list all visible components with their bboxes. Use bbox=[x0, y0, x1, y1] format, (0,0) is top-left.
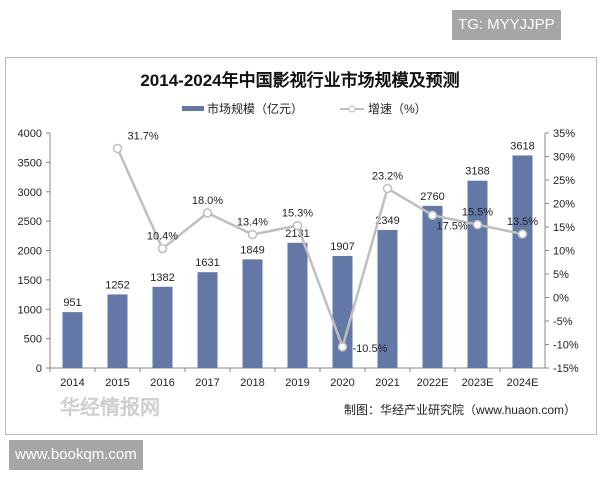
growth-label: 31.7% bbox=[128, 131, 159, 143]
growth-point bbox=[112, 143, 123, 154]
growth-label: 17.5% bbox=[437, 220, 468, 232]
bar-label: 1907 bbox=[330, 241, 354, 253]
bar bbox=[332, 255, 353, 368]
growth-point bbox=[382, 183, 393, 194]
bar-label: 951 bbox=[63, 297, 81, 309]
right-tick-label: 10% bbox=[553, 246, 575, 258]
right-tick-label: -15% bbox=[553, 363, 579, 375]
x-tick-label: 2014 bbox=[60, 377, 84, 389]
bar-label: 3618 bbox=[510, 140, 534, 152]
bar-label: 1382 bbox=[150, 272, 174, 284]
left-tick-label: 0 bbox=[36, 363, 42, 375]
growth-point bbox=[247, 229, 258, 240]
right-tick-label: 30% bbox=[553, 152, 575, 164]
bar bbox=[62, 312, 83, 368]
x-tick-label: 2016 bbox=[150, 377, 174, 389]
bar-label: 2760 bbox=[420, 191, 444, 203]
bar bbox=[152, 286, 173, 368]
watermark-bottom: www.bookqm.com bbox=[9, 440, 143, 470]
left-tick-label: 1500 bbox=[18, 275, 42, 287]
right-tick-label: 0% bbox=[553, 293, 569, 305]
growth-line bbox=[116, 147, 523, 351]
left-tick-label: 4000 bbox=[18, 128, 42, 140]
growth-label: 10.4% bbox=[147, 231, 178, 243]
growth-label: -10.5% bbox=[353, 343, 388, 355]
growth-point bbox=[472, 219, 483, 230]
growth-point bbox=[517, 229, 528, 239]
bar bbox=[197, 272, 218, 368]
bar bbox=[242, 259, 263, 368]
bar bbox=[422, 205, 443, 368]
x-tick-label: 2015 bbox=[105, 377, 129, 389]
chart-title: 2014-2024年中国影视行业市场规模及预测 bbox=[140, 70, 459, 90]
left-tick-label: 500 bbox=[24, 334, 42, 346]
right-tick-label: -5% bbox=[553, 316, 573, 328]
bar bbox=[467, 180, 488, 368]
growth-label: 15.5% bbox=[462, 207, 493, 219]
right-tick-label: 5% bbox=[553, 269, 569, 281]
legend-bar-swatch bbox=[182, 106, 204, 111]
x-tick-label: 2018 bbox=[240, 377, 264, 389]
left-tick-label: 2000 bbox=[18, 246, 42, 258]
right-tick-label: 25% bbox=[553, 175, 575, 187]
growth-point bbox=[157, 243, 168, 254]
growth-label: 23.2% bbox=[372, 170, 403, 182]
growth-point bbox=[337, 342, 348, 352]
right-tick-label: 15% bbox=[553, 222, 575, 234]
right-tick-label: 35% bbox=[553, 128, 575, 140]
bar-label: 2131 bbox=[285, 228, 309, 240]
x-tick-label: 2024E bbox=[507, 377, 539, 389]
bar-label: 2349 bbox=[375, 215, 399, 227]
growth-point bbox=[427, 210, 438, 220]
right-tick-label: -10% bbox=[553, 340, 579, 352]
bar bbox=[107, 294, 128, 368]
growth-point bbox=[202, 208, 213, 218]
left-tick-label: 3000 bbox=[18, 187, 42, 199]
bar bbox=[512, 155, 533, 368]
x-tick-label: 2019 bbox=[285, 377, 309, 389]
legend-line-marker bbox=[348, 105, 356, 113]
x-tick-label: 2017 bbox=[195, 377, 219, 389]
bar-label: 3188 bbox=[465, 166, 489, 178]
bar-label: 1849 bbox=[240, 244, 264, 256]
x-tick-label: 2021 bbox=[375, 377, 399, 389]
x-tick-label: 2023E bbox=[462, 377, 494, 389]
watermark-top: TG: MYYJJPP bbox=[452, 10, 561, 40]
left-tick-label: 2500 bbox=[18, 216, 42, 228]
x-tick-label: 2020 bbox=[330, 377, 354, 389]
legend-bar-label: 市场规模（亿元） bbox=[207, 101, 303, 116]
overlay-watermark: 华经情报网 bbox=[60, 395, 160, 419]
growth-label: 15.3% bbox=[282, 208, 313, 220]
growth-point bbox=[292, 220, 303, 231]
left-tick-label: 1000 bbox=[18, 304, 42, 316]
bar bbox=[287, 242, 308, 368]
source-note: 制图：华经产业研究院（www.huaon.com） bbox=[344, 402, 576, 417]
x-tick-label: 2022E bbox=[417, 377, 449, 389]
growth-label: 13.5% bbox=[507, 216, 538, 228]
right-tick-label: 20% bbox=[553, 199, 575, 211]
growth-label: 13.4% bbox=[237, 217, 268, 229]
bar bbox=[377, 229, 398, 368]
bar-label: 1631 bbox=[195, 257, 219, 269]
bar-label: 1252 bbox=[105, 279, 129, 291]
legend-line-label: 增速（%） bbox=[368, 102, 427, 116]
left-tick-label: 3500 bbox=[18, 157, 42, 169]
growth-label: 18.0% bbox=[192, 195, 223, 207]
chart-frame bbox=[5, 57, 597, 435]
